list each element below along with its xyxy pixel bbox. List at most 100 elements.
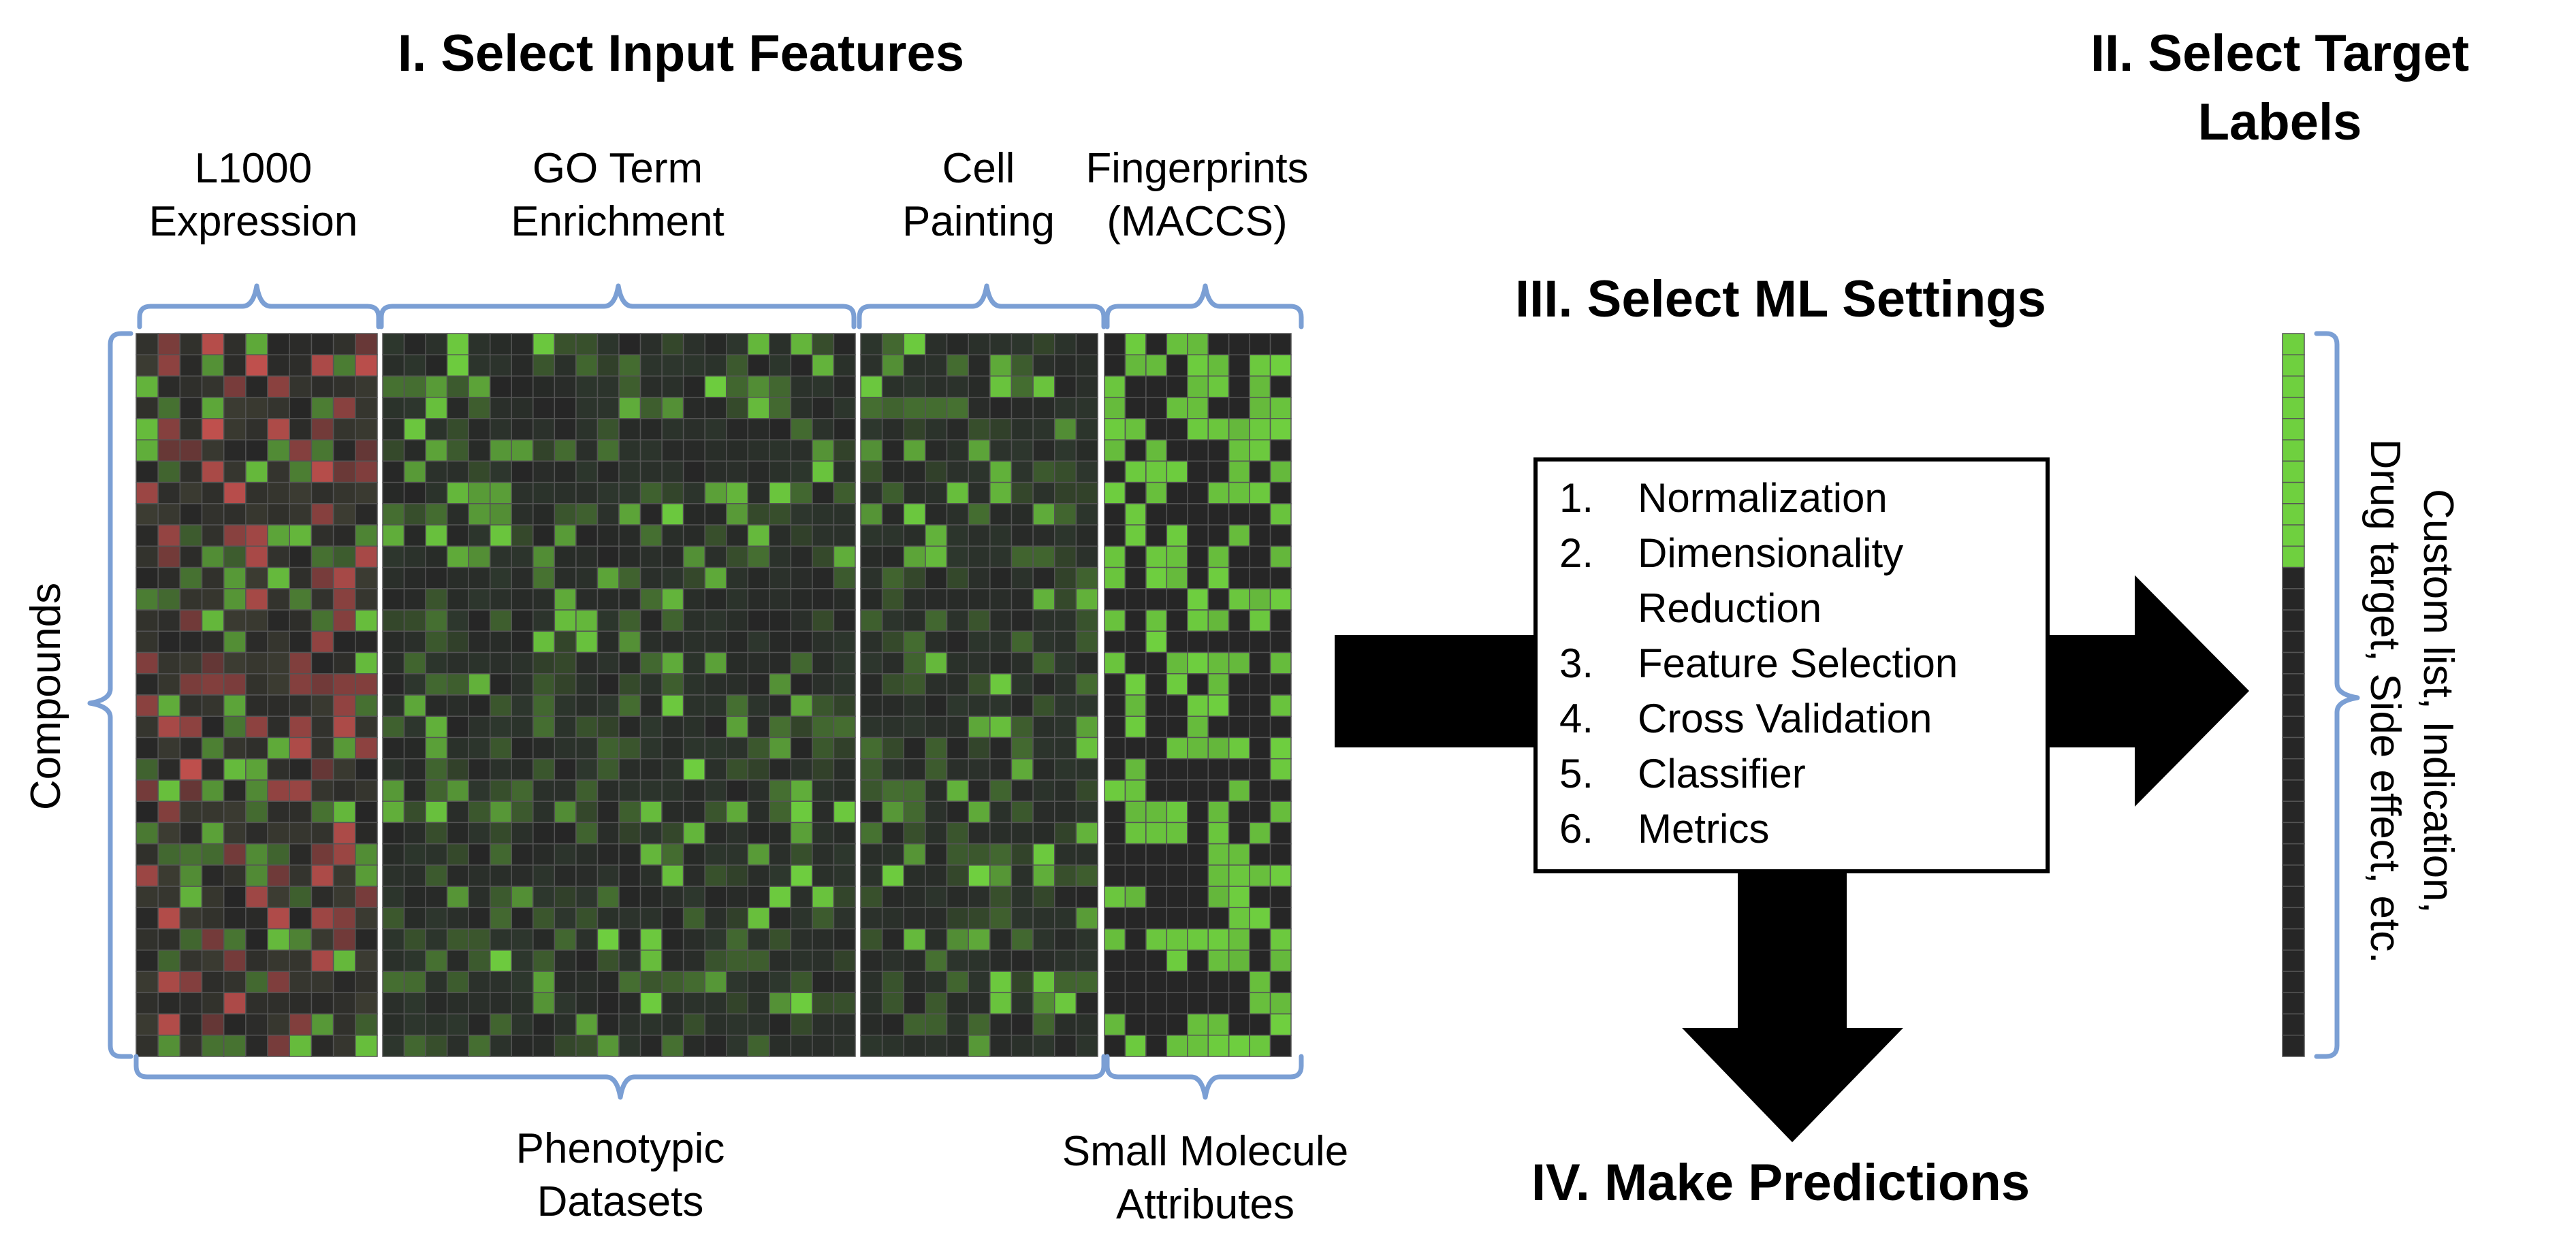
heatmap-cell xyxy=(554,673,577,696)
heatmap-cell xyxy=(1053,843,1077,866)
heatmap-cell xyxy=(704,864,727,887)
heatmap-cell xyxy=(989,630,1013,653)
heatmap-cell xyxy=(223,864,247,887)
heatmap-cell xyxy=(597,694,620,717)
heatmap-cell xyxy=(267,418,291,440)
heatmap-cell xyxy=(989,843,1013,866)
heatmap-cell xyxy=(446,481,469,504)
heatmap-cell xyxy=(1032,864,1055,887)
heatmap-cell xyxy=(1011,779,1034,802)
heatmap-cell xyxy=(1053,801,1077,824)
ml-step-number: 2. xyxy=(1559,530,1593,576)
heatmap-cell xyxy=(425,886,448,909)
heatmap-cell xyxy=(382,801,405,824)
heatmap-cell xyxy=(725,1035,749,1057)
heatmap-cell xyxy=(725,737,749,760)
heatmap-cell xyxy=(575,779,599,802)
heatmap-cell xyxy=(311,545,334,568)
heatmap-cell xyxy=(1032,630,1055,653)
heatmap-cell xyxy=(157,779,181,802)
heatmap-cell xyxy=(1124,694,1147,717)
heatmap-cell xyxy=(946,907,969,930)
heatmap-cell xyxy=(769,928,792,951)
heatmap-cell xyxy=(532,801,556,824)
heatmap-cell xyxy=(812,375,835,398)
target-cell xyxy=(2282,481,2305,504)
heatmap-cell xyxy=(1249,1013,1271,1036)
heatmap-cell xyxy=(968,333,991,355)
heatmap-cell xyxy=(790,1013,813,1036)
heatmap-cell xyxy=(769,503,792,526)
heatmap-cell xyxy=(489,950,513,972)
heatmap-cell xyxy=(267,950,291,972)
heatmap-cell xyxy=(1053,460,1077,483)
heatmap-cell xyxy=(289,609,313,632)
heatmap-cell xyxy=(790,609,813,632)
heatmap-cell xyxy=(575,1035,599,1057)
heatmap-cell xyxy=(618,609,641,632)
heatmap-cell xyxy=(833,396,856,419)
heatmap-cell xyxy=(1269,460,1292,483)
heatmap-cell xyxy=(747,928,770,951)
heatmap-cell xyxy=(532,333,556,355)
heatmap-cell xyxy=(597,354,620,377)
heatmap-cell xyxy=(403,950,426,972)
heatmap-cell xyxy=(725,886,749,909)
heatmap-cell xyxy=(446,864,469,887)
heatmap-cell xyxy=(468,651,491,675)
heatmap-cell xyxy=(1145,886,1168,909)
heatmap-cell xyxy=(1166,694,1188,717)
heatmap-cell xyxy=(1075,864,1098,887)
heatmap-cell xyxy=(267,333,291,355)
heatmap-cell xyxy=(790,333,813,355)
heatmap-cell xyxy=(1075,524,1098,547)
heatmap-cell xyxy=(682,609,705,632)
heatmap-cell xyxy=(1011,864,1034,887)
heatmap-cell xyxy=(747,886,770,909)
heatmap-cell xyxy=(769,907,792,930)
heatmap-cell xyxy=(833,907,856,930)
target-cell xyxy=(2282,630,2305,653)
heatmap-cell xyxy=(136,950,159,972)
heatmap-cell xyxy=(201,737,225,760)
heatmap-cell xyxy=(989,545,1013,568)
target-cell xyxy=(2282,609,2305,632)
heatmap-cell xyxy=(201,1035,225,1057)
heatmap-cell xyxy=(1011,375,1034,398)
heatmap-cell xyxy=(245,758,268,781)
heatmap-cell xyxy=(1207,843,1230,866)
heatmap-cell xyxy=(201,971,225,994)
heatmap-cell xyxy=(946,1035,969,1057)
heatmap-cell xyxy=(311,694,334,717)
heatmap-cell xyxy=(1104,503,1126,526)
heatmap-cell xyxy=(790,418,813,440)
heatmap-cell xyxy=(1075,396,1098,419)
heatmap-cell xyxy=(661,1035,684,1057)
heatmap-cell xyxy=(661,907,684,930)
heatmap-cell xyxy=(946,503,969,526)
heatmap-cell xyxy=(403,354,426,377)
bottom-label-phenotypic-line1: Phenotypic xyxy=(516,1125,725,1172)
heatmap-cell xyxy=(489,971,513,994)
heatmap-cell xyxy=(575,1013,599,1036)
heatmap-cell xyxy=(468,673,491,696)
heatmap-cell xyxy=(1166,971,1188,994)
heatmap-cell xyxy=(946,801,969,824)
heatmap-cell xyxy=(597,1013,620,1036)
heatmap-cell xyxy=(747,524,770,547)
heatmap-cell xyxy=(382,992,405,1015)
heatmap-cell xyxy=(1249,928,1271,951)
heatmap-cell xyxy=(1207,886,1230,909)
heatmap-cell xyxy=(597,928,620,951)
heatmap-cell xyxy=(223,1013,247,1036)
heatmap-cell xyxy=(1269,566,1292,589)
heatmap-cell xyxy=(1145,715,1168,739)
heatmap-cell xyxy=(747,630,770,653)
heatmap-cell xyxy=(860,481,883,504)
heatmap-cell xyxy=(618,801,641,824)
heatmap-cell xyxy=(725,588,749,611)
heatmap-cell xyxy=(1187,928,1209,951)
heatmap-cell xyxy=(790,375,813,398)
heatmap-cell xyxy=(881,928,905,951)
heatmap-cell xyxy=(968,907,991,930)
